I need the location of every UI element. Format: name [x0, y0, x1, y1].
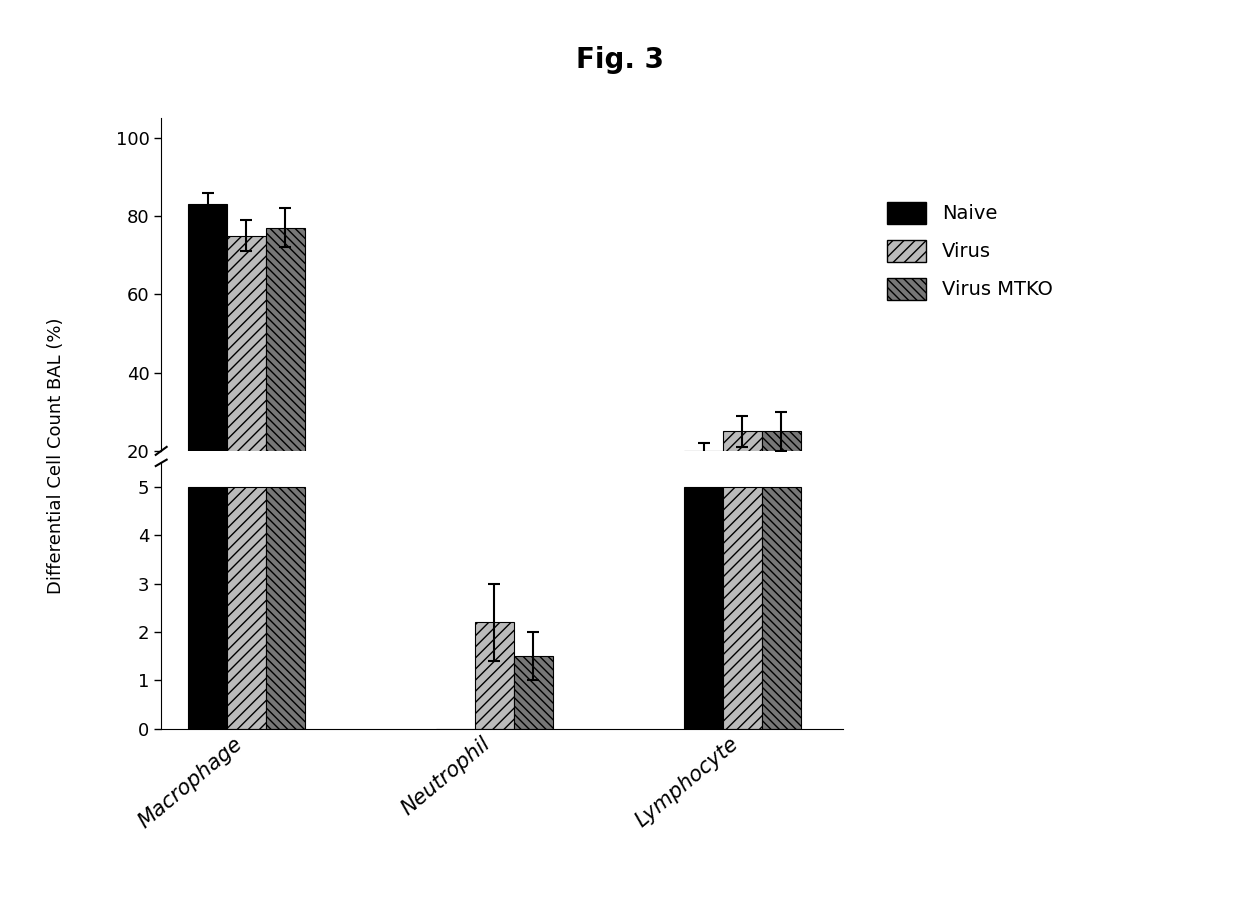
- Bar: [684, 487, 723, 729]
- Bar: [227, 236, 265, 529]
- Bar: [475, 622, 513, 729]
- Bar: [723, 431, 761, 529]
- Bar: [265, 228, 305, 529]
- Legend: Naive, Virus, Virus MTKO: Naive, Virus, Virus MTKO: [878, 192, 1063, 310]
- Bar: [513, 656, 553, 729]
- Bar: [723, 487, 761, 729]
- Bar: [684, 451, 723, 529]
- Bar: [227, 487, 265, 729]
- Bar: [761, 431, 801, 529]
- Bar: [188, 204, 227, 529]
- Bar: [188, 487, 227, 729]
- Bar: [265, 487, 305, 729]
- Text: Differential Cell Count BAL (%): Differential Cell Count BAL (%): [47, 317, 64, 594]
- Text: Fig. 3: Fig. 3: [577, 46, 663, 74]
- Bar: [761, 487, 801, 729]
